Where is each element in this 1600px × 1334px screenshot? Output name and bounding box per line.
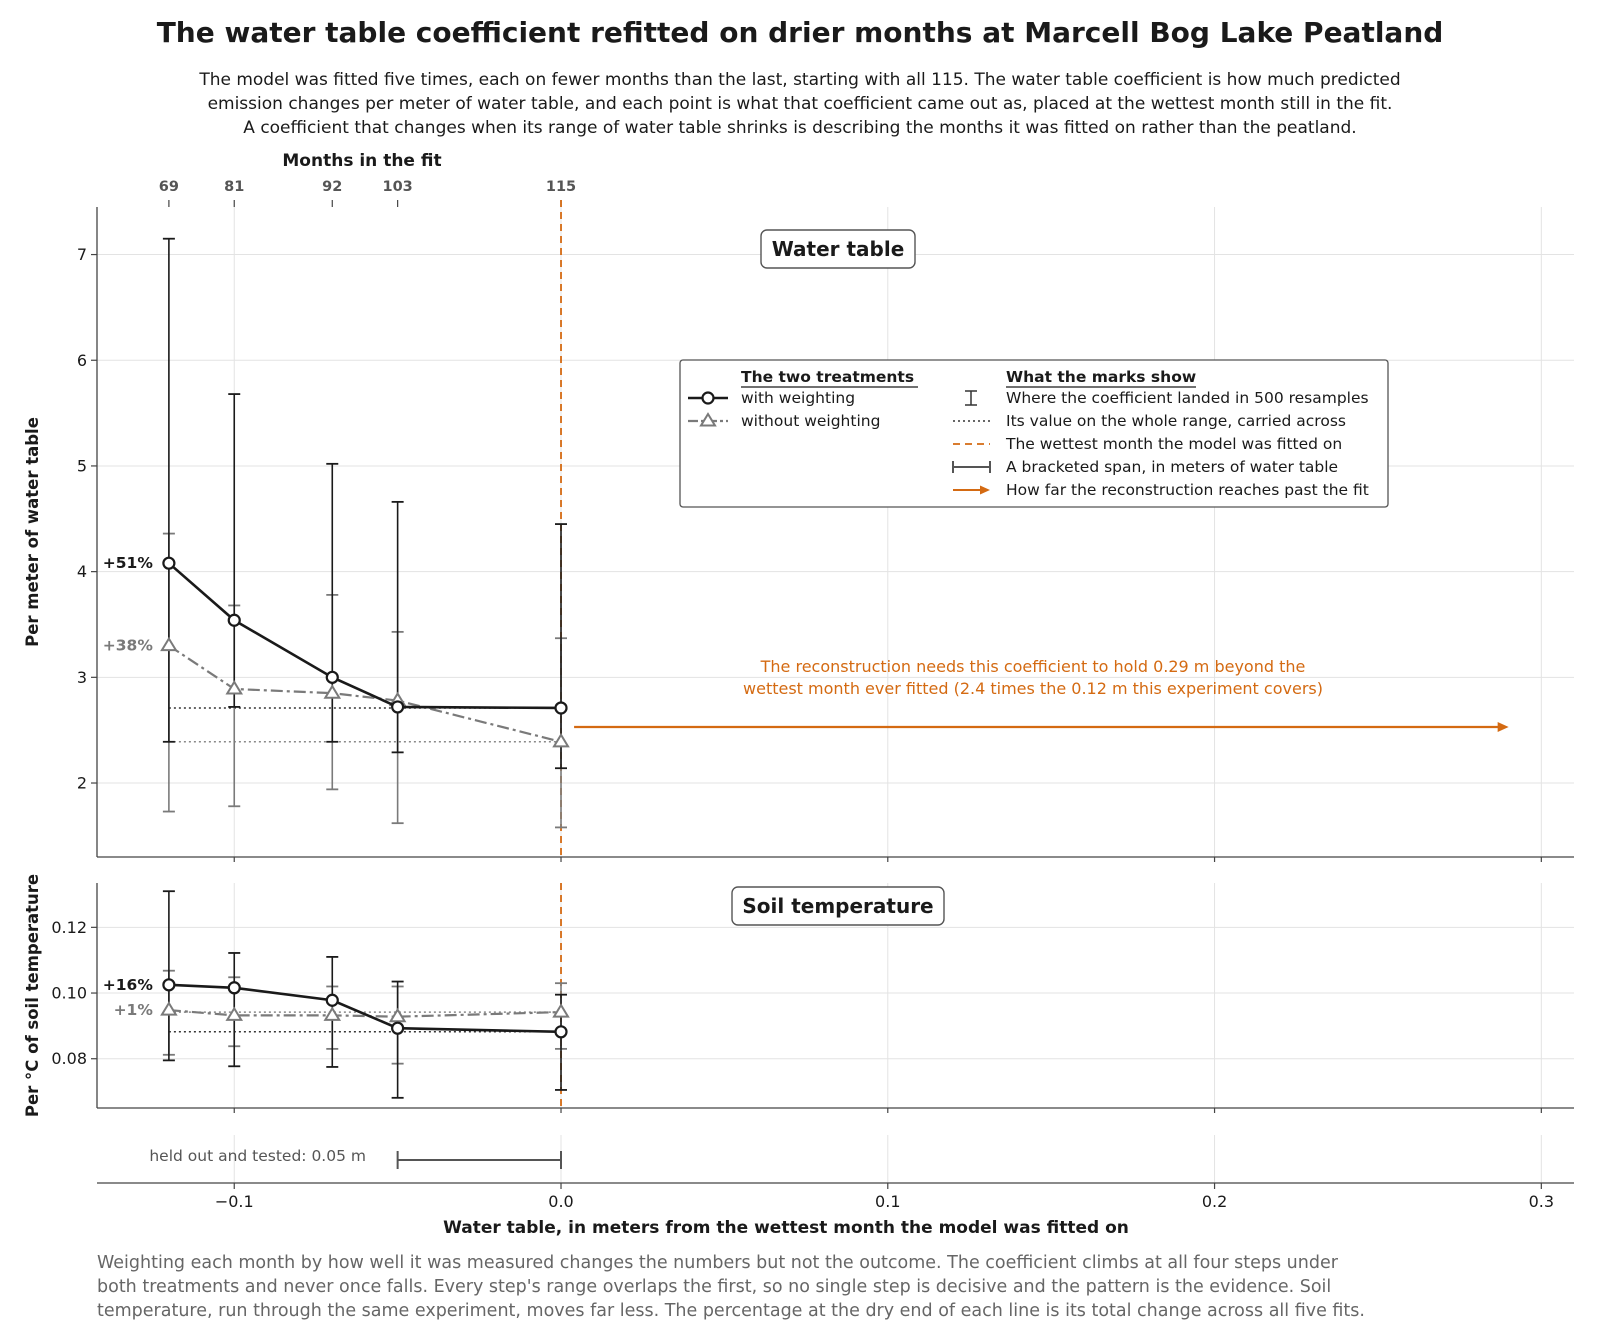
legend-marker-unweighted xyxy=(699,412,717,427)
y-tick-label: 5 xyxy=(77,456,87,475)
legend-label: Its value on the whole range, carried ac… xyxy=(1006,412,1346,430)
legend-label: A bracketed span, in meters of water tab… xyxy=(1006,458,1338,476)
legend-arrow-icon xyxy=(980,485,990,495)
top-axis-tick-label: 115 xyxy=(546,179,576,195)
data-point-weighted xyxy=(554,701,568,715)
top-axis-tick-label: 103 xyxy=(382,179,412,195)
span-label: held out and tested: 0.05 m xyxy=(149,1147,366,1165)
percent-change-label: +16% xyxy=(103,976,154,994)
data-point-weighted xyxy=(162,978,176,992)
data-point-unweighted xyxy=(225,680,244,695)
legend-label: How far the reconstruction reaches past … xyxy=(1006,481,1369,499)
chart-subtitle: The model was fitted five times, each on… xyxy=(150,68,1450,140)
x-tick-label: 0.3 xyxy=(1529,1192,1554,1211)
subtitle-line: emission changes per meter of water tabl… xyxy=(207,94,1393,114)
series-line-unweighted xyxy=(168,644,562,743)
legend-heading: The two treatments xyxy=(741,368,914,386)
data-point-weighted xyxy=(227,981,241,995)
legend: The two treatments with weighting without … xyxy=(679,359,1389,508)
footnote-line: Weighting each month by how well it was … xyxy=(97,1253,1338,1273)
annotation-text: The reconstruction needs this coefficien… xyxy=(760,657,1306,676)
error-bar xyxy=(228,393,241,708)
x-tick-label: 0.0 xyxy=(548,1192,573,1211)
y-tick-label: 3 xyxy=(77,668,87,687)
y-axis-label: Per °C of soil temperature xyxy=(23,874,42,1117)
chart-title: The water table coefficient refitted on … xyxy=(156,16,1444,49)
top-axis-label: Months in the fit xyxy=(282,151,441,171)
water-table-panel: 2 3 4 5 6 7 Per meter of water table Water tabl… xyxy=(23,200,1574,862)
data-point-unweighted xyxy=(225,1006,244,1021)
data-point-unweighted xyxy=(323,684,342,699)
data-point-weighted xyxy=(227,613,241,627)
y-tick-label: 0.12 xyxy=(51,918,87,937)
y-axis-label: Per meter of water table xyxy=(23,417,42,647)
legend-label: Where the coefficient landed in 500 resa… xyxy=(1006,389,1369,407)
panel-title-box xyxy=(731,886,945,926)
percent-change-label: +51% xyxy=(103,554,154,572)
footnote-line: both treatments and never once falls. Ev… xyxy=(97,1277,1332,1297)
y-tick-label: 6 xyxy=(77,351,87,370)
panel-title-box xyxy=(760,229,916,269)
top-axis-tick-label: 69 xyxy=(159,179,179,195)
legend-box xyxy=(679,359,1389,508)
percent-change-label: +38% xyxy=(103,637,154,655)
subtitle-line: A coefficient that changes when its rang… xyxy=(243,118,1357,138)
y-tick-label: 7 xyxy=(77,245,87,264)
legend-label: The wettest month the model was fitted o… xyxy=(1005,435,1342,453)
error-bar xyxy=(391,500,404,754)
legend-label: without weighting xyxy=(741,412,880,430)
data-point-weighted xyxy=(391,1021,405,1035)
data-point-weighted xyxy=(162,556,176,570)
data-point-weighted xyxy=(391,700,405,714)
soil-temperature-panel: 0.08 0.10 0.12 Per °C of soil temperature So… xyxy=(23,874,1574,1117)
chart-footnote: Weighting each month by how well it was … xyxy=(97,1251,1537,1323)
reach-arrow-head xyxy=(1497,722,1509,732)
panel-title: Water table xyxy=(772,237,905,261)
y-tick-label: 0.10 xyxy=(51,984,87,1003)
data-point-weighted xyxy=(554,1025,568,1039)
x-tick-label: 0.2 xyxy=(1202,1192,1227,1211)
top-axis-tick-label: 92 xyxy=(322,179,342,195)
span-panel: −0.1 0.0 0.1 0.2 0.3 held out and tested: 0.0… xyxy=(97,1135,1574,1211)
legend-label: with weighting xyxy=(741,389,855,407)
error-bar xyxy=(326,462,339,743)
data-point-weighted xyxy=(325,993,339,1007)
y-tick-label: 0.08 xyxy=(51,1049,87,1068)
data-point-unweighted xyxy=(552,1003,570,1018)
data-point-unweighted xyxy=(552,732,570,748)
data-point-unweighted xyxy=(388,1007,407,1023)
x-axis-label: Water table, in meters from the wettest … xyxy=(443,1218,1129,1238)
data-point-weighted xyxy=(325,670,339,684)
error-bar xyxy=(162,890,175,1062)
annotation-text: wettest month ever fitted (2.4 times the… xyxy=(743,679,1323,698)
percent-change-label: +1% xyxy=(114,1001,154,1019)
series-line-weighted xyxy=(168,562,562,710)
subtitle-line: The model was fitted five times, each on… xyxy=(199,70,1401,90)
error-bar xyxy=(555,523,568,770)
footnote-line: temperature, run through the same experi… xyxy=(97,1301,1365,1321)
series-line-weighted xyxy=(168,983,562,1034)
x-tick-label: −0.1 xyxy=(215,1192,254,1211)
data-point-unweighted xyxy=(160,1001,178,1016)
data-point-unweighted xyxy=(323,1006,342,1021)
x-tick-label: 0.1 xyxy=(875,1192,900,1211)
error-bar xyxy=(162,237,175,743)
y-tick-label: 4 xyxy=(77,562,87,581)
panel-title: Soil temperature xyxy=(742,894,933,918)
error-bar xyxy=(391,980,404,1099)
data-point-unweighted xyxy=(160,636,178,652)
legend-heading: What the marks show xyxy=(1006,368,1196,386)
y-tick-label: 2 xyxy=(77,774,87,793)
top-axis-tick-label: 81 xyxy=(224,179,244,195)
legend-marker-weighted xyxy=(701,391,715,405)
